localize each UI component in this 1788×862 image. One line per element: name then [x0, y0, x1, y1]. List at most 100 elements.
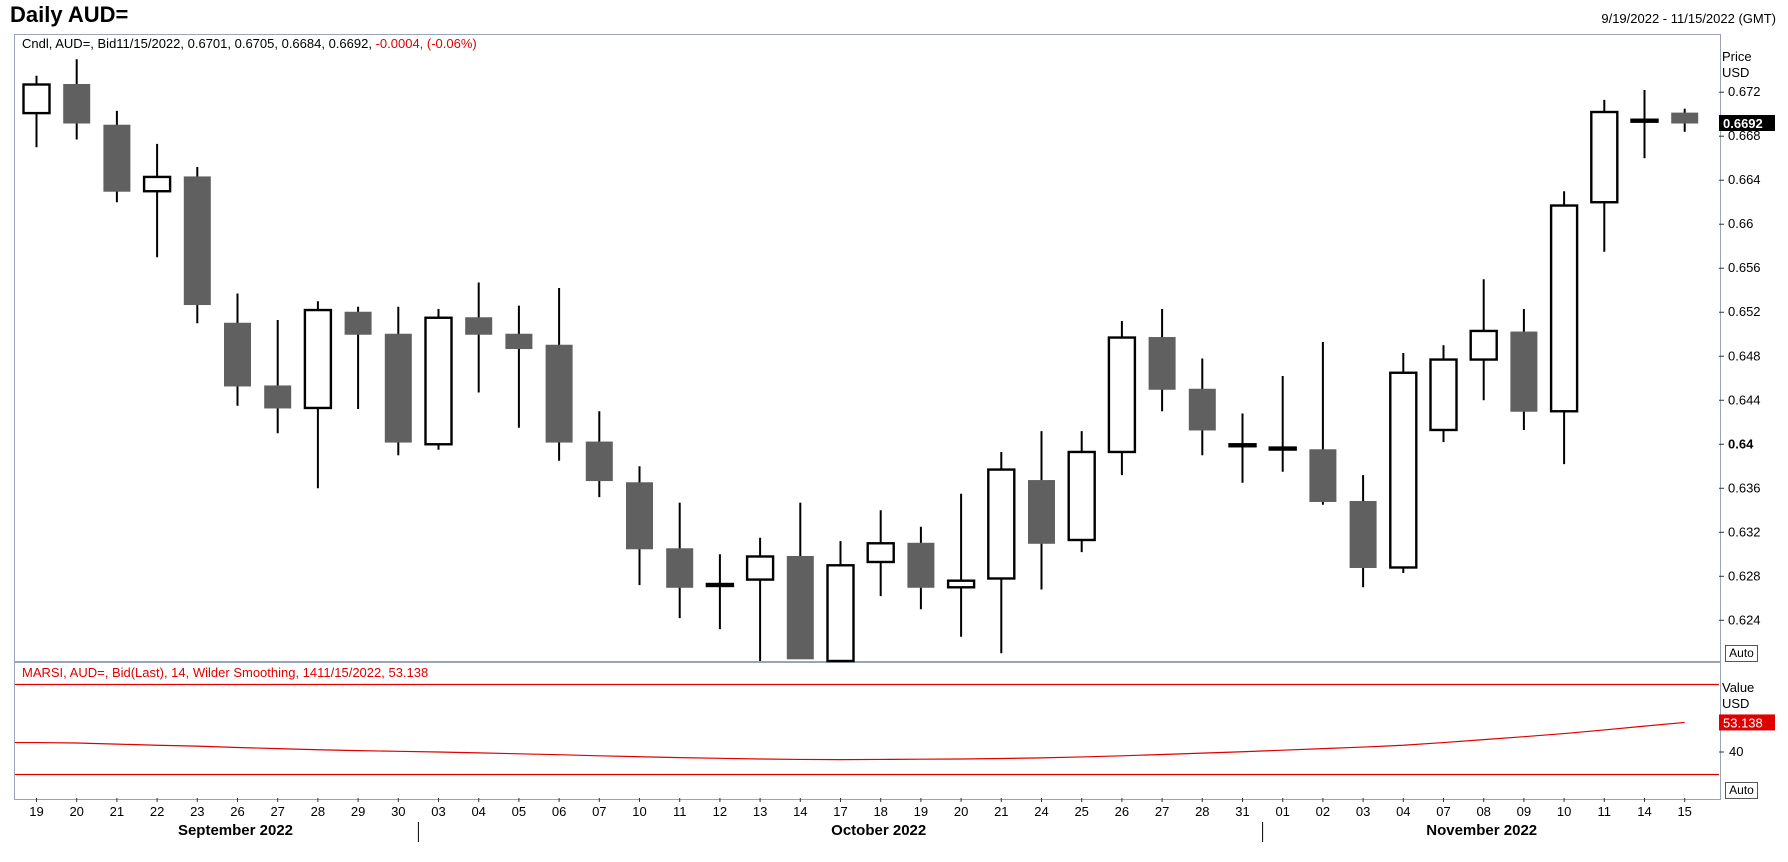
price-axis-label: 0.624 — [1728, 612, 1761, 627]
candle-down — [505, 333, 533, 350]
candle-up — [424, 316, 453, 446]
candle-up — [705, 582, 735, 588]
candle-up — [866, 542, 895, 564]
candle-up — [1107, 336, 1137, 454]
x-axis-date-label: 11 — [673, 804, 687, 819]
x-axis-date-label: 07 — [1436, 804, 1450, 819]
x-axis-month-label: September 2022 — [178, 822, 293, 839]
x-axis-date-label: 13 — [753, 804, 767, 819]
candle-down — [545, 344, 573, 443]
x-axis-date-label: 09 — [1517, 804, 1531, 819]
chart-title: Daily AUD= — [10, 2, 129, 27]
x-axis-date-label: 21 — [110, 804, 124, 819]
x-axis-date-label: 27 — [270, 804, 284, 819]
price-axis-label: 0.644 — [1728, 392, 1761, 407]
x-axis-date-label: 31 — [1235, 804, 1249, 819]
price-axis-label: 0.664 — [1728, 172, 1761, 187]
x-axis-date-label: 08 — [1476, 804, 1490, 819]
candle-down — [585, 441, 613, 482]
price-axis-label: 0.668 — [1728, 128, 1761, 143]
indicator-axis-unit: USD — [1722, 696, 1750, 711]
candle-up — [987, 468, 1016, 580]
x-axis-date-label: 26 — [230, 804, 244, 819]
indicator-auto-scale-button[interactable]: Auto — [1725, 782, 1758, 799]
price-axis-label: 0.66 — [1728, 216, 1753, 231]
x-axis-date-label: 04 — [1396, 804, 1410, 819]
candle-down — [264, 385, 292, 409]
x-axis-date-label: 22 — [150, 804, 164, 819]
x-axis-date-label: 19 — [29, 804, 43, 819]
x-axis-date-label: 29 — [351, 804, 365, 819]
x-axis-date-label: 25 — [1074, 804, 1088, 819]
indicator-axis-label: 40 — [1729, 744, 1743, 759]
price-panel[interactable] — [14, 34, 1721, 663]
candle-down — [1148, 337, 1176, 390]
x-axis-date-label: 28 — [1195, 804, 1209, 819]
x-axis-date-label: 19 — [914, 804, 928, 819]
x-axis-date-label: 04 — [471, 804, 485, 819]
candle-up — [1389, 371, 1418, 569]
candle-down — [183, 176, 211, 306]
x-axis-date-label: 21 — [994, 804, 1008, 819]
x-axis-date-label: 20 — [954, 804, 968, 819]
candle-up — [1469, 329, 1498, 361]
candle-down — [1188, 388, 1216, 431]
candle-down — [224, 322, 251, 387]
x-axis-date-label: 28 — [311, 804, 325, 819]
x-axis-date-label: 01 — [1275, 804, 1289, 819]
candle-up — [1590, 110, 1619, 204]
candle-up — [22, 83, 51, 115]
price-axis-title: Price — [1722, 49, 1752, 64]
candle-up — [1067, 450, 1096, 542]
last-indicator-badge — [1719, 714, 1775, 731]
price-axis-label: 0.652 — [1728, 304, 1761, 319]
price-legend: Cndl, AUD=, Bid11/15/2022, 0.6701, 0.670… — [22, 36, 477, 51]
x-axis-month-label: October 2022 — [831, 822, 926, 839]
candle-down — [626, 482, 653, 550]
last-price-label: 0.6692 — [1723, 116, 1763, 131]
candle-down — [1309, 449, 1337, 502]
x-axis-date-label: 10 — [632, 804, 646, 819]
candle-down — [344, 311, 372, 335]
price-auto-scale-button[interactable]: Auto — [1725, 645, 1758, 662]
candle-down — [103, 124, 131, 192]
x-axis-date-label: 20 — [69, 804, 83, 819]
price-axis-label: 0.628 — [1728, 568, 1761, 583]
x-axis-date-label: 07 — [592, 804, 606, 819]
price-axis-label: 0.64 — [1728, 436, 1754, 451]
indicator-legend: MARSI, AUD=, Bid(Last), 14, Wilder Smoot… — [22, 665, 429, 680]
price-axis-label: 0.636 — [1728, 480, 1761, 495]
indicator-panel[interactable] — [14, 661, 1721, 800]
candle-down — [786, 555, 814, 660]
candle-up — [303, 308, 333, 410]
x-axis-date-label: 17 — [833, 804, 847, 819]
indicator-axis-header: Value USD — [1722, 680, 1754, 712]
indicator-axis-title: Value — [1722, 680, 1755, 695]
candle-down — [907, 542, 935, 588]
candle-down — [384, 333, 412, 443]
last-indicator-label: 53.138 — [1723, 715, 1763, 730]
price-axis-unit: USD — [1722, 65, 1750, 80]
candle-down — [1671, 112, 1699, 124]
x-axis-date-label: 14 — [1637, 804, 1651, 819]
candle-down — [465, 317, 493, 335]
candle-up — [826, 564, 855, 663]
x-axis-month-label: November 2022 — [1426, 822, 1537, 839]
candle-down — [666, 548, 694, 588]
candle-up — [1630, 118, 1659, 123]
x-axis-date-label: 14 — [793, 804, 807, 819]
price-axis-header: Price USD — [1722, 49, 1752, 81]
candle-up — [1268, 446, 1297, 451]
candle-down — [1028, 480, 1055, 544]
x-axis-date-label: 24 — [1034, 804, 1048, 819]
last-price-badge — [1719, 115, 1775, 132]
x-axis-date-label: 05 — [512, 804, 526, 819]
date-range: 9/19/2022 - 11/15/2022 (GMT) — [1601, 11, 1776, 26]
price-axis-label: 0.648 — [1728, 348, 1761, 363]
x-axis-date-label: 12 — [713, 804, 727, 819]
candle-up — [1429, 358, 1458, 432]
price-axis-label: 0.656 — [1728, 260, 1761, 275]
candle-up — [142, 175, 172, 193]
x-axis-date-label: 15 — [1677, 804, 1691, 819]
